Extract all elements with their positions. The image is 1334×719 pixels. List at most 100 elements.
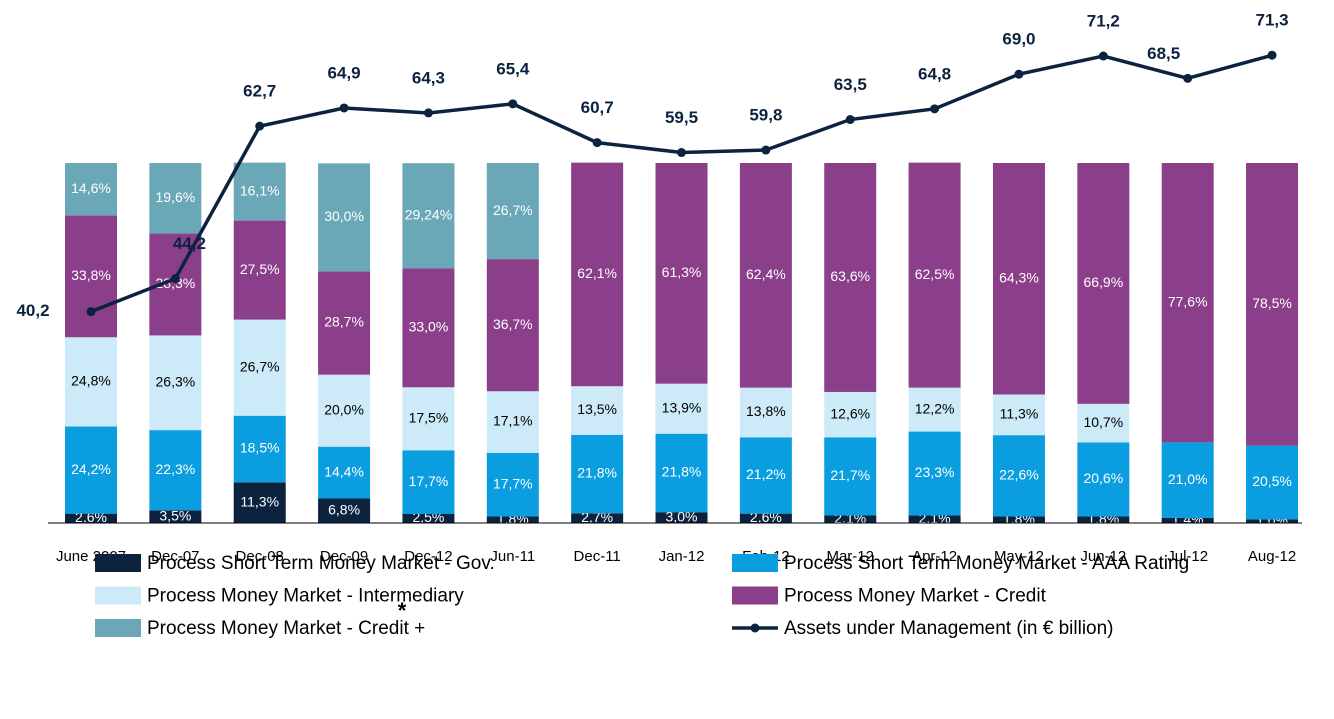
- bar-segment: [1246, 163, 1299, 446]
- line-point: [170, 274, 180, 284]
- legend-swatch: [95, 554, 141, 572]
- bar-segment: [486, 391, 539, 453]
- bar-segment: [65, 215, 117, 338]
- bar-segment: [571, 386, 624, 435]
- data-label: 21,8%: [662, 464, 702, 480]
- bar-segment: [233, 162, 286, 221]
- data-label: 29,24%: [405, 207, 452, 223]
- data-label: 20,6%: [1083, 470, 1123, 486]
- data-label: 61,3%: [662, 264, 702, 280]
- x-tick-label: Aug-12: [1248, 548, 1296, 565]
- bar-segment: [318, 374, 371, 447]
- bar-segment: [739, 163, 792, 388]
- line-point: [1183, 73, 1193, 83]
- line-label: 71,3: [1255, 11, 1288, 30]
- bar-segment: [318, 498, 371, 523]
- data-label: 23,3%: [915, 464, 955, 480]
- data-label: 62,4%: [746, 266, 786, 282]
- data-label: 3,0%: [666, 508, 698, 524]
- bar-segment: [1246, 445, 1299, 520]
- bar-segment: [655, 383, 708, 434]
- x-tick-label: Jan-12: [659, 548, 705, 565]
- data-label: 64,3%: [999, 269, 1039, 285]
- legend-label: Process Short Term Money Market - AAA Ra…: [784, 553, 1189, 574]
- legend-label: Process Money Market - Intermediary: [147, 586, 464, 607]
- line-point: [1014, 69, 1024, 79]
- data-label: 22,3%: [156, 461, 196, 477]
- line-label: 68,5: [1147, 44, 1180, 63]
- data-label: 30,0%: [324, 208, 364, 224]
- x-tick-label: Dec-07: [151, 548, 199, 565]
- data-label: 77,6%: [1168, 293, 1208, 309]
- line-point: [845, 115, 855, 125]
- x-tick-label: Jun-11: [490, 548, 535, 565]
- bar-segment: [908, 162, 961, 388]
- line-label: 71,2: [1087, 12, 1120, 31]
- line-point: [677, 148, 687, 158]
- legend-swatch: [732, 554, 778, 572]
- bar-segment: [149, 510, 202, 523]
- bar-segment: [65, 337, 117, 427]
- x-tick-label: Jun-12: [1080, 548, 1126, 565]
- data-label: 22,6%: [999, 467, 1039, 483]
- bar-segment: [1246, 519, 1299, 523]
- line-point: [86, 307, 96, 317]
- x-tick-label: Jul-12: [1167, 548, 1208, 565]
- line-label: 64,8: [918, 64, 951, 83]
- line-label: 65,4: [496, 59, 530, 78]
- data-label: 24,2%: [71, 461, 111, 477]
- data-label: 18,5%: [240, 440, 280, 456]
- x-tick-label: May-12: [994, 548, 1044, 565]
- bar-segment: [318, 271, 371, 375]
- bar-segment: [824, 437, 877, 516]
- bar-segment: [402, 268, 455, 388]
- bar-segment: [655, 433, 708, 513]
- x-tick-label: Apr-12: [912, 548, 957, 565]
- bar-segment: [1077, 442, 1130, 517]
- data-label: 13,5%: [577, 401, 617, 417]
- bar-segment: [149, 335, 202, 431]
- bar-segment: [1077, 516, 1130, 523]
- bar-segment: [318, 446, 371, 499]
- bar-segment: [486, 163, 539, 260]
- data-label: 10,7%: [1083, 414, 1123, 430]
- data-label: 17,5%: [409, 409, 449, 425]
- bar-segment: [992, 163, 1045, 395]
- data-label: 21,0%: [1168, 471, 1208, 487]
- bar-segment: [908, 515, 961, 523]
- x-tick-label: Mar-12: [826, 548, 874, 565]
- bar-segment: [149, 430, 202, 511]
- data-label: 14,4%: [324, 463, 364, 479]
- bar-segment: [1077, 403, 1130, 443]
- data-label: 33,0%: [409, 319, 449, 335]
- bar-segment: [992, 435, 1045, 517]
- bar-segment: [571, 513, 624, 523]
- data-label: 11,3%: [240, 493, 279, 509]
- legend-label: Process Short Term Money Market - Gov.: [147, 553, 495, 574]
- data-label: 33,8%: [71, 267, 111, 283]
- data-label: 12,6%: [830, 405, 870, 421]
- line-label: 69,0: [1002, 30, 1035, 49]
- data-label: 26,7%: [240, 358, 280, 374]
- bar-segment: [739, 437, 792, 514]
- data-label: 20,5%: [1252, 473, 1292, 489]
- line-point: [761, 145, 771, 155]
- bar-segment: [1161, 163, 1214, 443]
- data-label: 62,5%: [915, 266, 955, 282]
- line-point: [930, 104, 940, 114]
- bar-segment: [824, 391, 877, 438]
- bar-segment: [402, 450, 455, 514]
- bar-segment: [992, 516, 1045, 523]
- data-label: 16,1%: [240, 182, 280, 198]
- line-label: 63,5: [834, 75, 867, 94]
- line-point: [1267, 50, 1277, 60]
- legend-swatch: [95, 619, 141, 637]
- line-point: [1098, 51, 1108, 61]
- bar-segment: [908, 431, 961, 516]
- bar-segment: [655, 163, 708, 384]
- legend-marker: [750, 623, 760, 633]
- line-label: 44,2: [173, 234, 206, 253]
- line-label: 64,9: [328, 63, 361, 82]
- bar-segment: [318, 163, 371, 272]
